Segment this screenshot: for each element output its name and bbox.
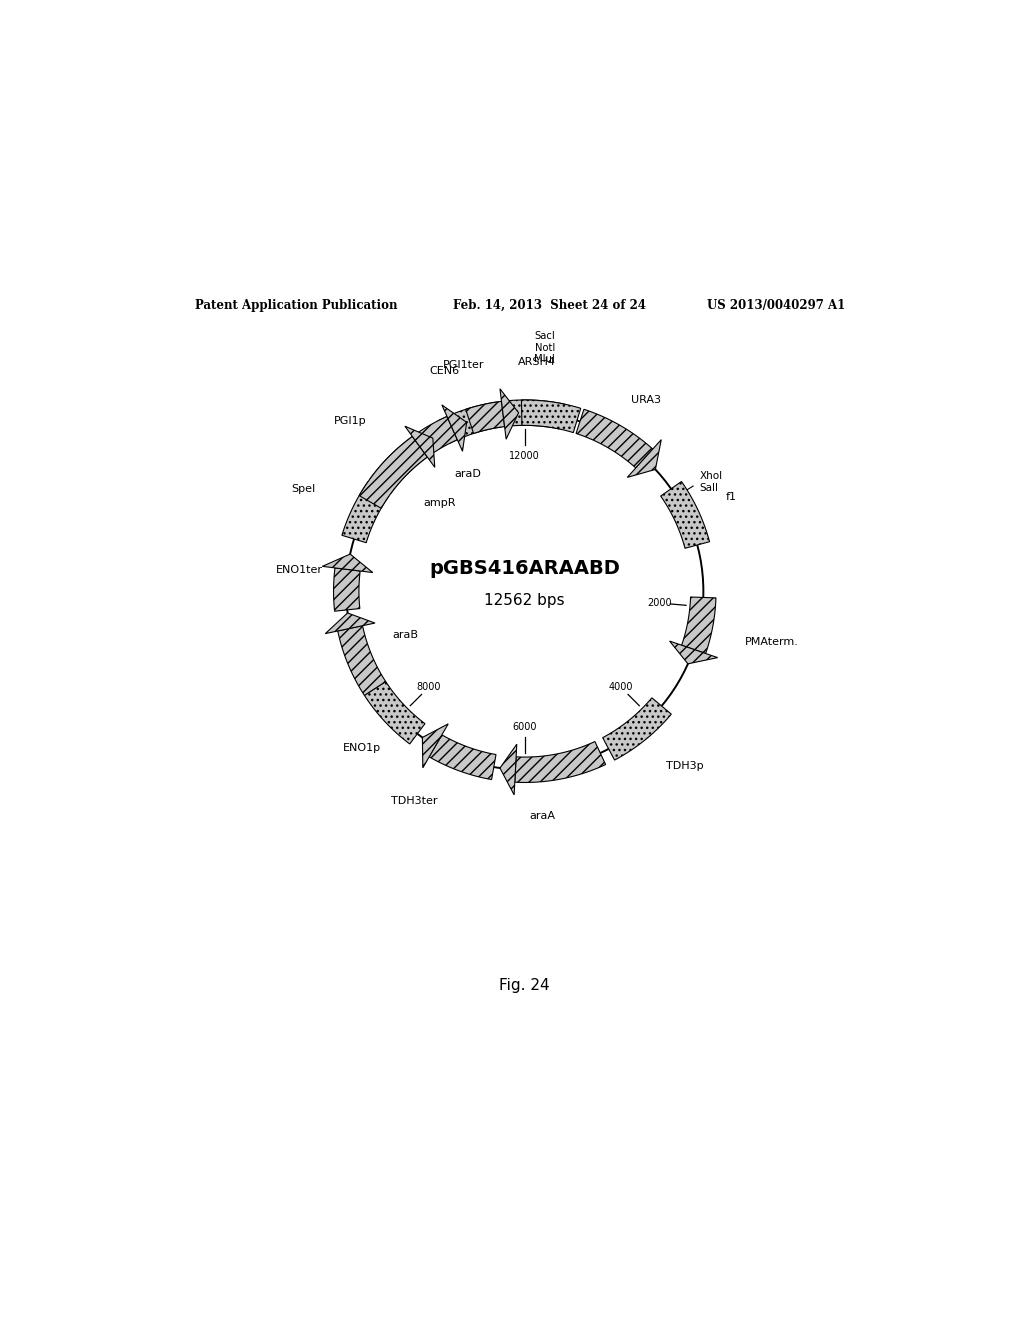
Polygon shape [370, 434, 430, 494]
Text: PGI1p: PGI1p [334, 416, 367, 426]
Text: pGBS416ARAABD: pGBS416ARAABD [429, 560, 621, 578]
Polygon shape [515, 742, 605, 783]
Text: 4000: 4000 [608, 682, 633, 692]
Polygon shape [326, 612, 375, 634]
Text: 12000: 12000 [509, 450, 541, 461]
Polygon shape [359, 437, 427, 508]
Polygon shape [603, 698, 672, 760]
Text: Fig. 24: Fig. 24 [500, 978, 550, 993]
Text: US 2013/0040297 A1: US 2013/0040297 A1 [708, 300, 846, 312]
Polygon shape [429, 735, 496, 780]
Polygon shape [342, 482, 389, 543]
Text: XhoI
SalI: XhoI SalI [699, 471, 723, 492]
Text: Patent Application Publication: Patent Application Publication [196, 300, 398, 312]
Text: ampR: ampR [423, 498, 456, 508]
Text: f1: f1 [726, 492, 737, 503]
Text: PGI1ter: PGI1ter [443, 359, 484, 370]
Text: SpeI: SpeI [292, 484, 315, 494]
Polygon shape [438, 401, 502, 444]
Polygon shape [660, 482, 710, 548]
Text: PMAterm.: PMAterm. [745, 638, 799, 647]
Polygon shape [521, 400, 581, 433]
Polygon shape [323, 554, 373, 573]
Text: ENO1ter: ENO1ter [275, 565, 323, 576]
Text: 8000: 8000 [417, 682, 441, 692]
Polygon shape [577, 409, 652, 469]
Polygon shape [670, 642, 718, 664]
Polygon shape [441, 405, 467, 451]
Text: 12562 bps: 12562 bps [484, 593, 565, 609]
Text: CEN6: CEN6 [429, 367, 459, 376]
Polygon shape [466, 401, 505, 433]
Polygon shape [682, 597, 716, 653]
Text: araD: araD [454, 469, 481, 479]
Text: SacI
NotI
MluI: SacI NotI MluI [535, 331, 555, 364]
Text: 2000: 2000 [647, 598, 673, 609]
Polygon shape [500, 389, 518, 440]
Polygon shape [628, 440, 662, 478]
Polygon shape [404, 426, 435, 467]
Polygon shape [422, 723, 449, 768]
Text: 6000: 6000 [513, 722, 537, 731]
Polygon shape [500, 744, 517, 795]
Text: araA: araA [529, 812, 556, 821]
Polygon shape [365, 681, 425, 744]
Text: TDH3ter: TDH3ter [391, 796, 438, 805]
Polygon shape [338, 626, 386, 696]
Text: URA3: URA3 [631, 395, 660, 405]
Text: Feb. 14, 2013  Sheet 24 of 24: Feb. 14, 2013 Sheet 24 of 24 [454, 300, 646, 312]
Text: TDH3p: TDH3p [667, 760, 703, 771]
Polygon shape [334, 568, 360, 611]
Polygon shape [418, 417, 458, 454]
Text: ENO1p: ENO1p [343, 743, 381, 752]
Text: araB: araB [392, 630, 419, 640]
Text: ARSH4: ARSH4 [517, 356, 556, 367]
Polygon shape [502, 400, 564, 429]
